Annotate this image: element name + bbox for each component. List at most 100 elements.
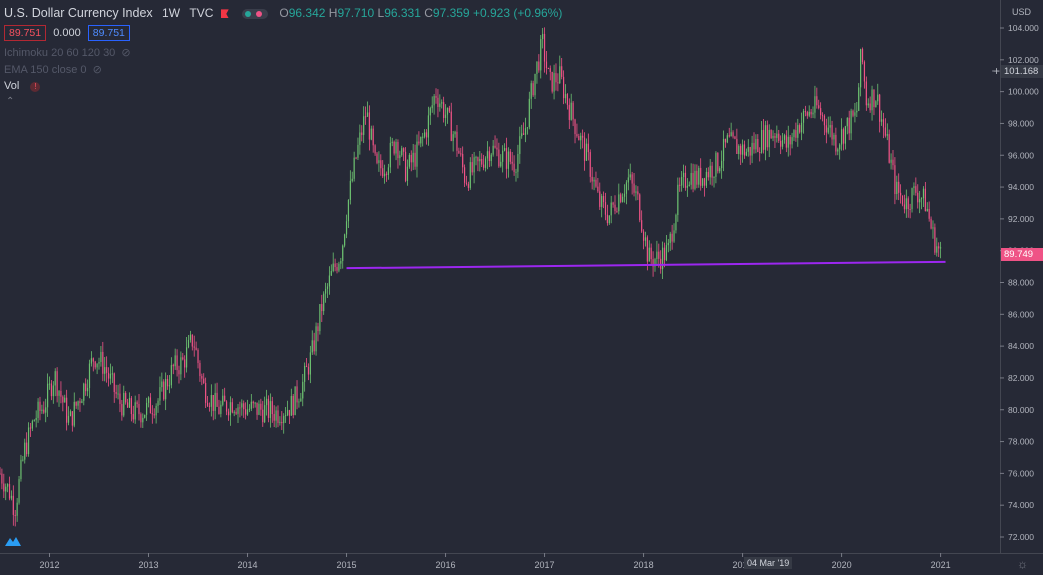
candle-body xyxy=(393,141,395,154)
candle-body xyxy=(20,459,22,480)
flag-icon[interactable] xyxy=(220,9,229,19)
candle-body xyxy=(559,66,561,84)
candle-body xyxy=(113,373,115,393)
candle-body xyxy=(279,421,281,423)
crosshair-plus-icon[interactable]: + xyxy=(993,64,1001,78)
candle-body xyxy=(140,414,142,423)
indicator-ema[interactable]: EMA 150 close 0 ⊘ xyxy=(4,63,102,76)
eye-slash-icon[interactable]: ⊘ xyxy=(92,64,102,76)
candle-body xyxy=(745,151,747,156)
low-label: L xyxy=(377,6,385,20)
candle-body xyxy=(172,365,174,367)
candle-body xyxy=(585,143,588,161)
candle-body xyxy=(281,421,283,424)
candle-body xyxy=(66,397,68,423)
candle-body xyxy=(260,403,262,410)
candle-body xyxy=(677,184,679,215)
candle-body xyxy=(595,179,597,187)
candle-body xyxy=(298,401,300,403)
candle-body xyxy=(136,402,138,404)
candle-body xyxy=(787,136,789,148)
chart-legend: U.S. Dollar Currency Index 1W TVC O96.34… xyxy=(4,6,562,20)
indicator-ichimoku[interactable]: Ichimoku 20 60 120 30 ⊘ xyxy=(4,46,131,59)
support-trend-line[interactable] xyxy=(346,260,946,270)
candle-body xyxy=(774,135,776,138)
candle-body xyxy=(267,398,270,418)
candle-body xyxy=(616,211,618,213)
candle-body xyxy=(424,132,426,137)
candle-body xyxy=(865,81,867,106)
candle-body xyxy=(446,107,449,115)
candle-body xyxy=(938,246,940,249)
candle-body xyxy=(146,402,148,415)
candle-body xyxy=(406,166,409,181)
x-tick-label: 2020 xyxy=(832,560,852,570)
candle-body xyxy=(671,233,673,242)
candle-body xyxy=(60,390,62,397)
candle-body xyxy=(170,365,172,386)
candle-body xyxy=(924,188,926,212)
candle-body xyxy=(890,159,892,163)
indicator-volume[interactable]: Vol ! xyxy=(4,80,41,92)
candle-body xyxy=(100,351,102,362)
candle-body xyxy=(8,484,11,499)
candle-body xyxy=(288,410,291,416)
candle-body xyxy=(498,149,500,167)
candle-body xyxy=(473,157,475,173)
eye-slash-icon[interactable]: ⊘ xyxy=(121,47,131,59)
candle-body xyxy=(443,102,445,118)
candle-body xyxy=(191,334,193,347)
interval-label[interactable]: 1W xyxy=(162,6,181,20)
candle-body xyxy=(618,194,620,212)
y-tick-label: 98.000 xyxy=(1008,118,1034,128)
candle-body xyxy=(713,176,715,178)
indicator-ema-label: EMA 150 close 0 xyxy=(4,64,87,76)
symbol-title[interactable]: U.S. Dollar Currency Index xyxy=(4,6,153,20)
candle-body xyxy=(793,130,795,138)
candle-body xyxy=(684,172,687,188)
high-label: H xyxy=(328,6,338,20)
candle-body xyxy=(340,260,342,264)
candle-body xyxy=(507,151,509,169)
candle-body xyxy=(884,127,886,136)
buy-button[interactable]: 89.751 xyxy=(87,25,130,41)
candle-body xyxy=(225,401,228,412)
candle-body xyxy=(366,112,369,117)
sell-button[interactable]: 89.751 xyxy=(4,25,47,41)
candle-body xyxy=(364,116,367,118)
candle-body xyxy=(134,402,136,420)
x-tick-label: 2021 xyxy=(931,560,951,570)
candle-body xyxy=(903,204,906,210)
candle-body xyxy=(33,420,35,422)
candle-body xyxy=(187,339,190,348)
candle-body xyxy=(804,111,807,113)
candle-body xyxy=(644,237,647,241)
candle-body xyxy=(934,227,936,253)
candle-body xyxy=(656,251,658,260)
settings-gear-icon[interactable]: ☼ xyxy=(1017,557,1028,571)
market-status-toggle[interactable] xyxy=(242,8,269,19)
candle-body xyxy=(604,202,607,215)
candle-body xyxy=(768,129,770,148)
candle-body xyxy=(130,398,132,415)
candle-body xyxy=(928,209,930,219)
candle-body xyxy=(336,267,338,271)
collapse-arrow-icon[interactable]: ⌃ xyxy=(6,96,15,107)
candle-body xyxy=(24,442,26,460)
warning-icon[interactable]: ! xyxy=(30,82,41,92)
candle-body xyxy=(492,145,494,155)
candle-body xyxy=(909,208,911,210)
candle-body xyxy=(682,172,685,178)
candle-body xyxy=(719,168,721,172)
candle-body xyxy=(566,94,569,105)
candle-body xyxy=(324,288,327,294)
candle-body xyxy=(547,68,549,70)
candle-body xyxy=(751,142,753,156)
candle-body xyxy=(780,140,782,147)
candle-body xyxy=(612,202,614,205)
candle-body xyxy=(166,379,169,387)
currency-label: USD xyxy=(1011,7,1031,17)
candle-body xyxy=(241,403,243,408)
candle-body xyxy=(115,392,117,394)
